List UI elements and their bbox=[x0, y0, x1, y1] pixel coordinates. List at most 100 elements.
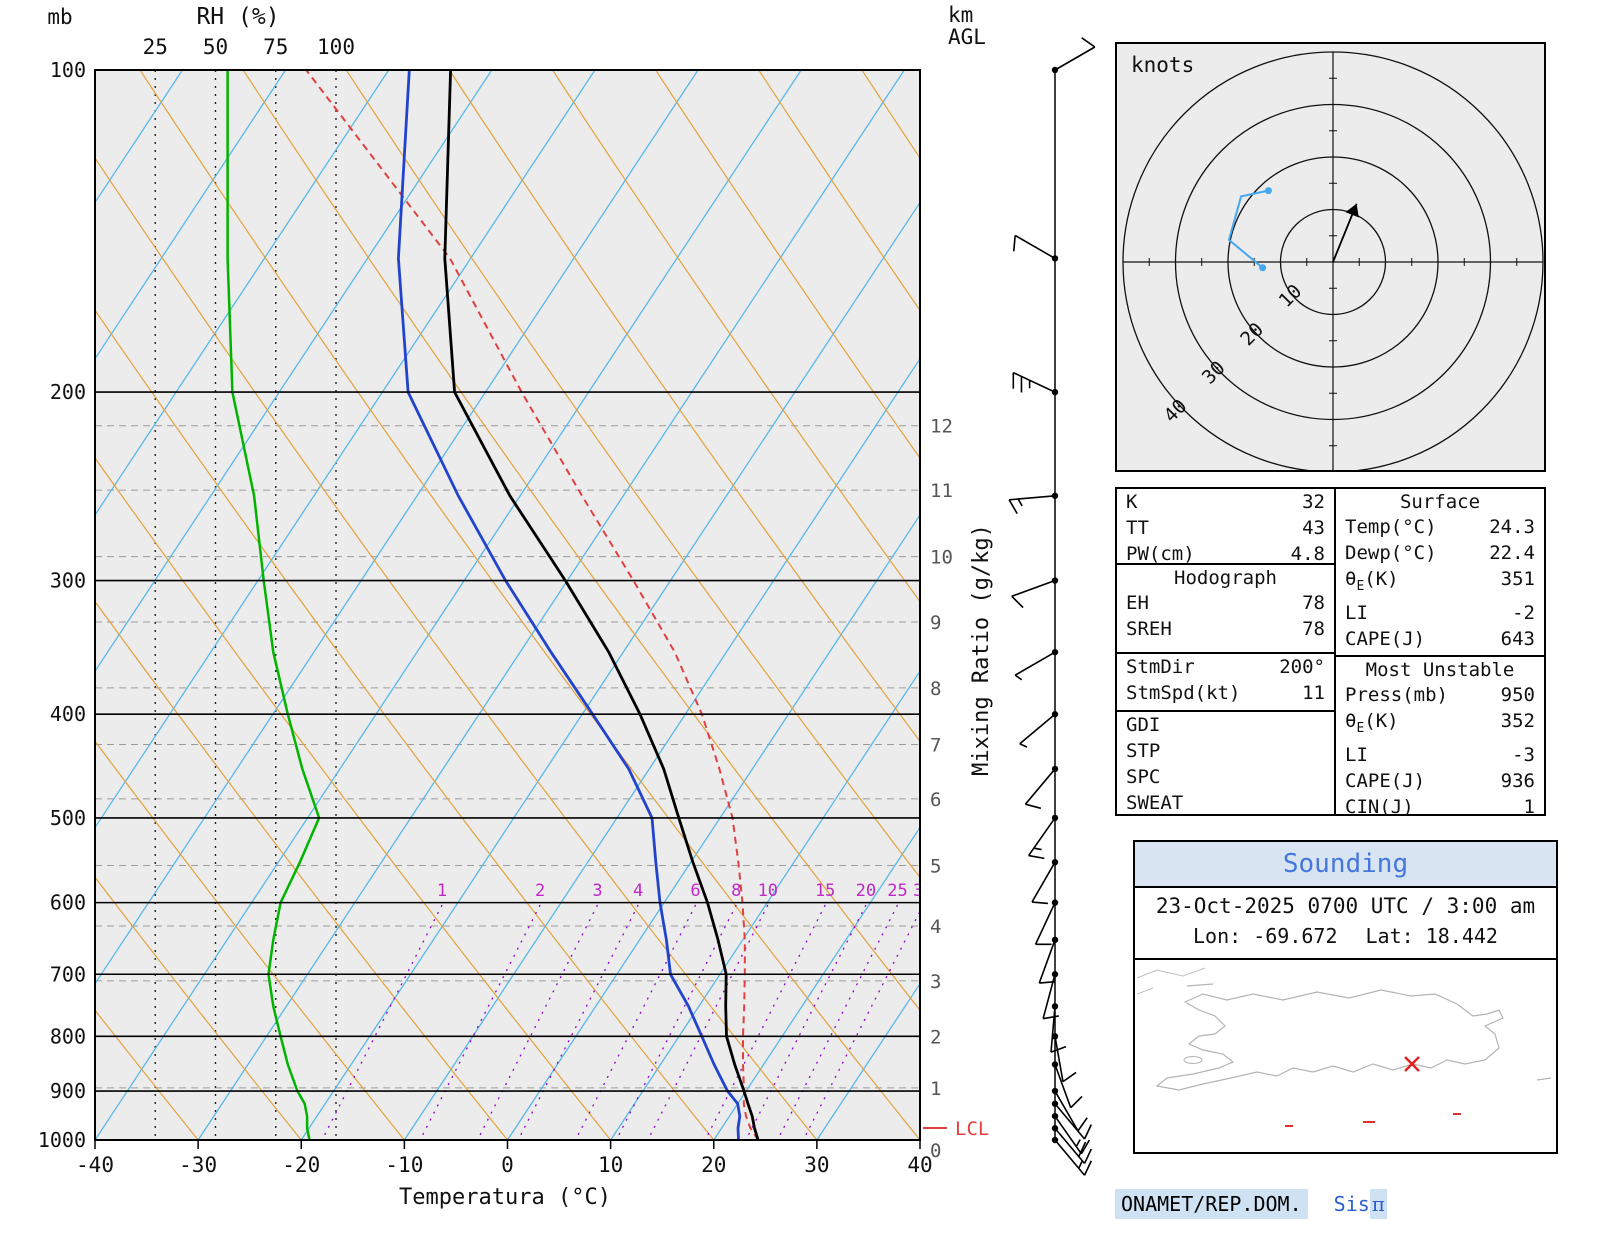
svg-text:100: 100 bbox=[50, 58, 86, 82]
row-label: SPC bbox=[1126, 766, 1161, 788]
table-header: Most Unstable bbox=[1365, 659, 1515, 681]
svg-text:knots: knots bbox=[1131, 53, 1194, 77]
row-value: 936 bbox=[1500, 769, 1535, 792]
row-label: Temp(°C) bbox=[1345, 516, 1437, 538]
svg-text:AGL: AGL bbox=[948, 25, 986, 49]
svg-text:6: 6 bbox=[690, 881, 700, 901]
svg-text:25: 25 bbox=[887, 881, 907, 901]
table-row: CAPE(J) 936 bbox=[1336, 768, 1544, 794]
table-row: Temp(°C) 24.3 bbox=[1336, 514, 1544, 540]
hodograph-indices-box: Hodograph EH 78 SREH 78 bbox=[1115, 563, 1336, 654]
table-row: CAPE(J) 643 bbox=[1336, 626, 1544, 652]
svg-text:mb: mb bbox=[47, 5, 72, 29]
table-row: TT 43 bbox=[1117, 515, 1334, 541]
row-value: -2 bbox=[1512, 601, 1535, 624]
svg-text:20: 20 bbox=[856, 881, 876, 901]
svg-text:10: 10 bbox=[930, 547, 953, 569]
stability-indices-box: K 32 TT 43 PW(cm) 4.8 bbox=[1115, 487, 1336, 565]
svg-text:11: 11 bbox=[930, 480, 953, 502]
row-label: EH bbox=[1126, 592, 1149, 614]
table-header: Hodograph bbox=[1174, 567, 1277, 589]
svg-text:LCL: LCL bbox=[955, 1118, 989, 1140]
svg-text:-20: -20 bbox=[282, 1153, 320, 1177]
table-row: K 32 bbox=[1117, 489, 1334, 515]
table-row: PW(cm) 4.8 bbox=[1117, 541, 1334, 567]
svg-text:30: 30 bbox=[913, 881, 933, 901]
table-row: CIN(J) 1 bbox=[1336, 794, 1544, 820]
row-value: 43 bbox=[1302, 517, 1325, 539]
table-row: Press(mb) 950 bbox=[1336, 682, 1544, 708]
row-value: 4.8 bbox=[1290, 543, 1325, 565]
hodograph-panel: 10 20 30 40 knots bbox=[1115, 42, 1546, 473]
table-row: Dewp(°C) 22.4 bbox=[1336, 540, 1544, 566]
svg-text:20: 20 bbox=[1236, 319, 1268, 351]
row-label: SREH bbox=[1126, 618, 1172, 640]
pi-symbol: π bbox=[1369, 1189, 1387, 1219]
row-label: TT bbox=[1126, 517, 1149, 539]
row-label: STP bbox=[1126, 740, 1161, 762]
svg-text:10: 10 bbox=[598, 1153, 623, 1177]
svg-text:20: 20 bbox=[701, 1153, 726, 1177]
row-value: 11 bbox=[1302, 682, 1325, 704]
agency-label: ONAMET/REP.DOM. bbox=[1115, 1189, 1308, 1219]
table-header: Surface bbox=[1399, 491, 1481, 513]
svg-text:3: 3 bbox=[592, 881, 602, 901]
sounding-longitude: Lon: -69.672 bbox=[1193, 924, 1338, 948]
svg-text:-40: -40 bbox=[76, 1153, 114, 1177]
model-label: Sis π bbox=[1334, 1189, 1387, 1219]
svg-text:400: 400 bbox=[50, 702, 86, 726]
row-value: 24.3 bbox=[1489, 516, 1535, 538]
table-row: SPC bbox=[1117, 764, 1334, 790]
svg-text:6: 6 bbox=[930, 789, 941, 811]
extra-indices-box: GDI STP SPC SWEAT bbox=[1115, 710, 1336, 816]
svg-text:km: km bbox=[948, 3, 973, 27]
sounding-info-panel: Sounding 23-Oct-2025 0700 UTC / 3:00 am … bbox=[1133, 840, 1558, 1154]
row-value: 351 bbox=[1500, 568, 1535, 590]
svg-text:8: 8 bbox=[731, 881, 741, 901]
sounding-panel-title: Sounding bbox=[1135, 842, 1556, 888]
row-value: 352 bbox=[1500, 710, 1535, 732]
svg-text:30: 30 bbox=[804, 1153, 829, 1177]
row-label: θE(K) bbox=[1345, 568, 1399, 594]
hispaniola-map bbox=[1136, 967, 1552, 1127]
row-label: K bbox=[1126, 491, 1138, 513]
svg-text:700: 700 bbox=[50, 962, 86, 986]
table-row: LI -2 bbox=[1336, 600, 1544, 626]
svg-text:12: 12 bbox=[930, 416, 953, 438]
row-value: 78 bbox=[1302, 592, 1325, 614]
table-row: LI -3 bbox=[1336, 742, 1544, 768]
row-label: StmDir bbox=[1126, 656, 1195, 678]
skewt-chart: 1 2 3 4 6 8 10 15 20 25 30100200300400500600700800… bbox=[38, 3, 1096, 1210]
row-label: SWEAT bbox=[1126, 792, 1184, 814]
row-label: CAPE(J) bbox=[1345, 769, 1426, 792]
svg-text:2: 2 bbox=[535, 881, 545, 901]
row-value: 950 bbox=[1500, 684, 1535, 706]
storm-motion-box: StmDir 200° StmSpd(kt) 11 bbox=[1115, 652, 1336, 712]
svg-text:10: 10 bbox=[1275, 280, 1307, 312]
footer: ONAMET/REP.DOM. Sis π bbox=[1115, 1189, 1387, 1219]
svg-text:9: 9 bbox=[930, 612, 941, 634]
svg-text:100: 100 bbox=[317, 35, 355, 59]
row-label: LI bbox=[1345, 743, 1368, 766]
row-value: 78 bbox=[1302, 618, 1325, 640]
row-label: GDI bbox=[1126, 714, 1161, 736]
location-map bbox=[1135, 960, 1556, 1152]
svg-text:4: 4 bbox=[633, 881, 643, 901]
svg-text:3: 3 bbox=[930, 971, 941, 993]
svg-text:RH (%): RH (%) bbox=[196, 4, 279, 30]
svg-text:900: 900 bbox=[50, 1079, 86, 1103]
svg-text:40: 40 bbox=[1160, 395, 1192, 427]
surface-parcel-box: Surface Temp(°C) 24.3 Dewp(°C) 22.4 θE(K) 351 L… bbox=[1334, 487, 1546, 676]
table-row: SREH 78 bbox=[1117, 616, 1334, 642]
sounding-latitude: Lat: 18.442 bbox=[1365, 924, 1498, 948]
sounding-datetime: 23-Oct-2025 0700 UTC / 3:00 am bbox=[1155, 894, 1536, 918]
row-value: 200° bbox=[1279, 656, 1325, 678]
row-label: LI bbox=[1345, 601, 1368, 624]
svg-text:5: 5 bbox=[930, 856, 941, 878]
row-label: θE(K) bbox=[1345, 710, 1399, 736]
row-value: -3 bbox=[1512, 743, 1535, 766]
table-row: GDI bbox=[1117, 712, 1334, 738]
table-row: SWEAT bbox=[1117, 790, 1334, 816]
